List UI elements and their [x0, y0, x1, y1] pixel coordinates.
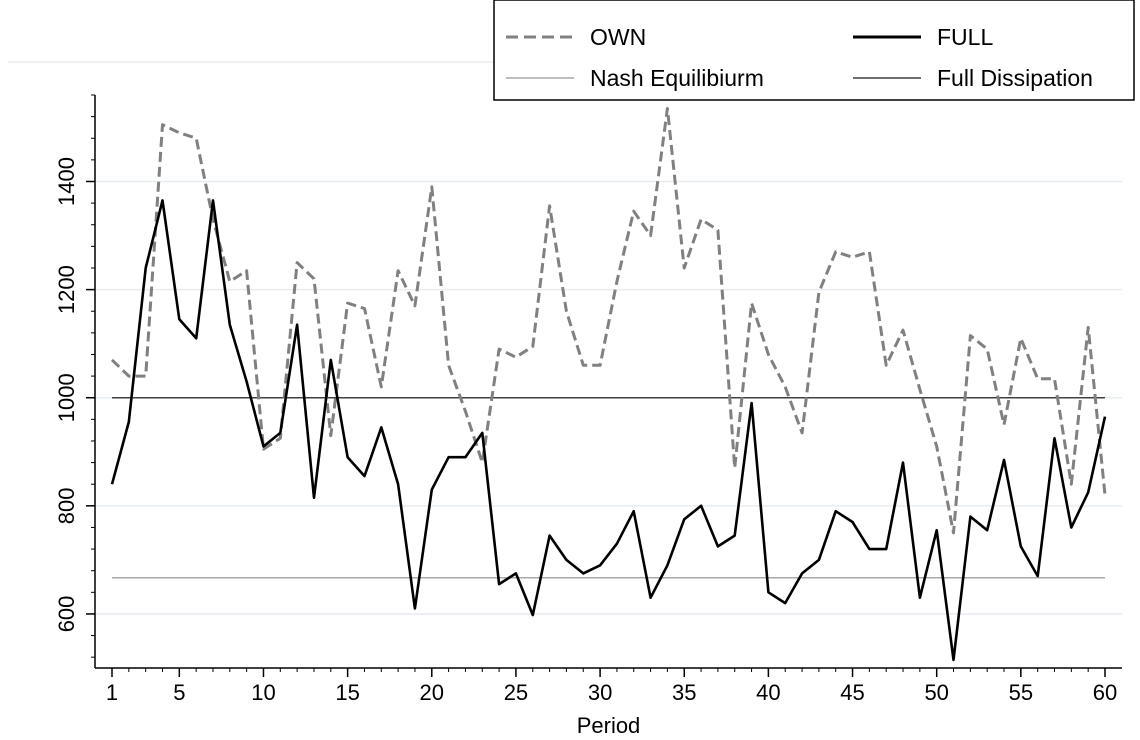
x-tick-label: 25 — [504, 680, 528, 705]
x-tick-label: 20 — [420, 680, 444, 705]
legend-label-full: FULL — [937, 24, 993, 50]
x-tick-label: 5 — [173, 680, 185, 705]
x-tick-label: 40 — [756, 680, 780, 705]
data-series — [110, 107, 1107, 662]
reference-lines — [112, 396, 1105, 579]
x-tick-label: 50 — [924, 680, 948, 705]
legend-label-own: OWN — [590, 24, 646, 50]
x-tick-label: 45 — [840, 680, 864, 705]
y-tick-label: 1400 — [54, 157, 79, 206]
series-line-full — [110, 199, 1107, 662]
legend-label-full-dissipation: Full Dissipation — [937, 65, 1093, 91]
legend-label-nash-equilibiurm: Nash Equilibiurm — [590, 65, 764, 91]
y-tick-label: 600 — [54, 596, 79, 633]
y-tick-label: 1000 — [54, 373, 79, 422]
x-tick-label: 35 — [672, 680, 696, 705]
y-tick-label: 1200 — [54, 265, 79, 314]
y-tick-label: 800 — [54, 487, 79, 524]
x-tick-label: 15 — [335, 680, 359, 705]
x-tick-label: 55 — [1009, 680, 1033, 705]
x-ticks: 1 5 10 15 20 25 30 35 40 45 50 55 60 — [106, 668, 1117, 705]
y-ticks: 600 800 1000 1200 1400 — [54, 94, 95, 658]
series-line-own — [110, 107, 1107, 535]
x-axis-title: Period — [577, 713, 641, 738]
x-tick-label: 30 — [588, 680, 612, 705]
legend: OWN FULL Nash Equilibiurm Full Dissipation — [493, 0, 1135, 101]
x-tick-label: 60 — [1093, 680, 1117, 705]
axes — [94, 95, 1122, 669]
legend-box — [493, 0, 1135, 101]
x-tick-label: 1 — [106, 680, 118, 705]
x-tick-label: 10 — [251, 680, 275, 705]
